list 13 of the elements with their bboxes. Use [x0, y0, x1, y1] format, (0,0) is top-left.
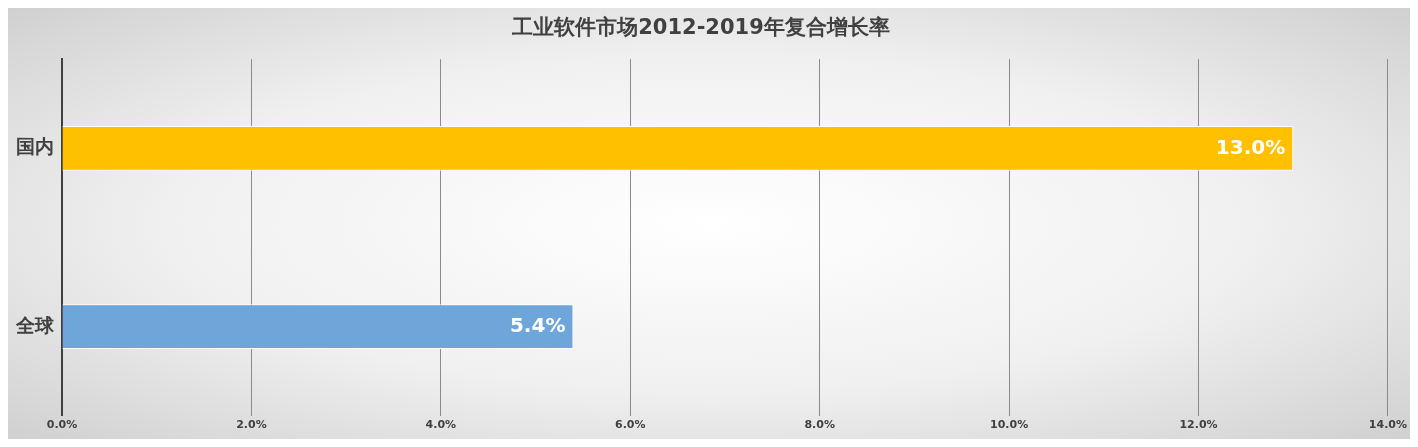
x-tick-label: 0.0%	[46, 418, 78, 432]
data-label: 5.4%	[509, 312, 566, 337]
x-tick-label: 12.0%	[1179, 418, 1218, 432]
data-label: 13.0%	[1215, 134, 1286, 159]
x-tick-label: 4.0%	[425, 418, 457, 432]
y-tick-label: 国内	[16, 135, 54, 158]
x-tick-label: 14.0%	[1368, 418, 1408, 432]
x-tick-label: 8.0%	[804, 418, 835, 432]
chart-title: 工业软件市场2012-2019年复合增长率	[511, 15, 890, 40]
y-tick-label: 全球	[15, 313, 55, 336]
x-tick-label: 10.0%	[990, 418, 1029, 432]
x-tick-label: 6.0%	[614, 418, 646, 432]
x-tick-label: 2.0%	[236, 418, 267, 432]
